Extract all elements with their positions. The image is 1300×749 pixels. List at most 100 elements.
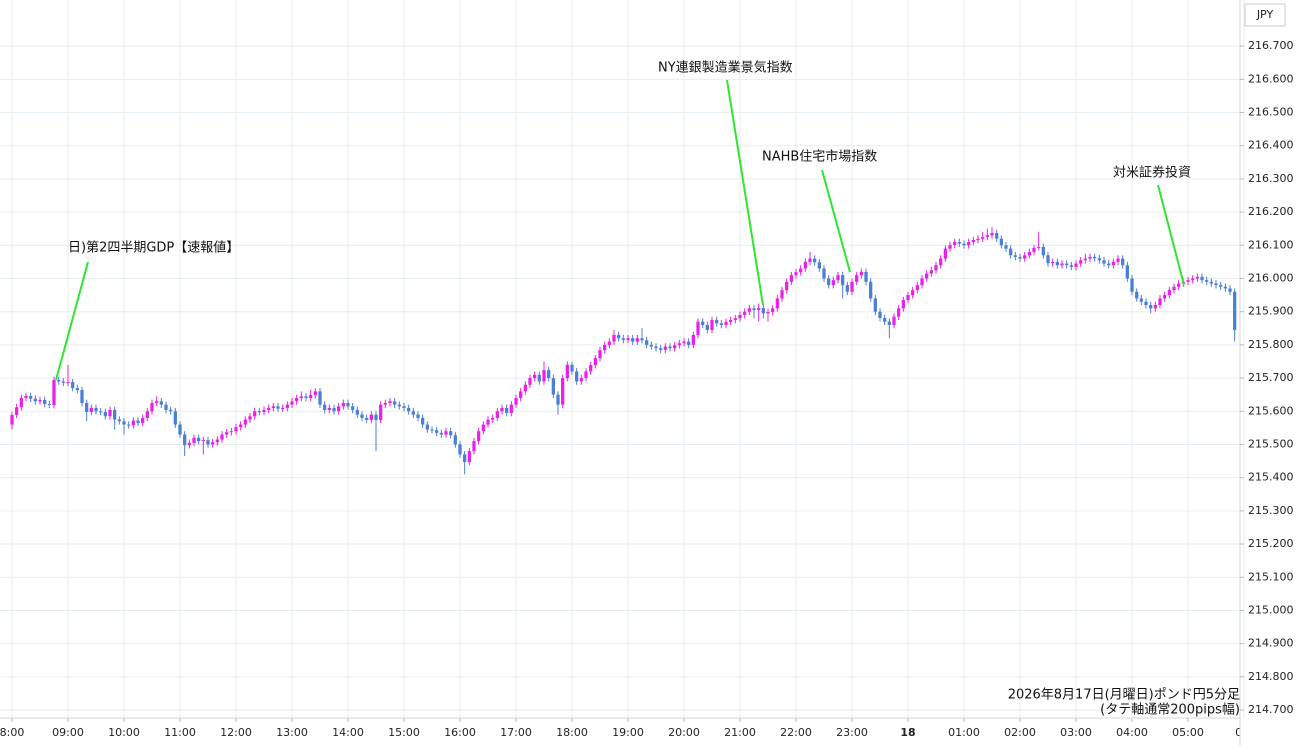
candle-body bbox=[570, 364, 574, 372]
candle-body bbox=[775, 298, 779, 309]
candle-body bbox=[1149, 305, 1153, 309]
candle-body bbox=[1027, 251, 1031, 256]
candle-body bbox=[831, 280, 835, 286]
candle-body bbox=[1060, 263, 1064, 266]
candle-body bbox=[173, 411, 177, 425]
candle-body bbox=[449, 431, 453, 436]
candle-body bbox=[715, 319, 719, 324]
y-tick-label: 216.100 bbox=[1248, 238, 1294, 251]
candle-body bbox=[1069, 265, 1073, 267]
candle-body bbox=[332, 407, 336, 412]
candle-body bbox=[654, 346, 658, 349]
candle-body bbox=[29, 396, 33, 399]
y-tick-label: 215.300 bbox=[1248, 504, 1294, 517]
candle-body bbox=[169, 409, 173, 412]
candle-body bbox=[957, 241, 961, 244]
candle-body bbox=[299, 396, 303, 399]
candle-body bbox=[556, 394, 560, 405]
y-tick-label: 214.900 bbox=[1248, 637, 1294, 650]
candle-body bbox=[192, 437, 196, 443]
candle-body bbox=[771, 308, 775, 313]
candle-body bbox=[612, 334, 616, 342]
annotation-line bbox=[821, 169, 851, 273]
y-tick-label: 215.000 bbox=[1248, 603, 1294, 616]
candle-body bbox=[729, 319, 733, 322]
x-tick-label: 16:00 bbox=[444, 726, 476, 739]
candle-body bbox=[551, 378, 555, 395]
annotation-label: 日)第2四半期GDP【速報値】 bbox=[68, 240, 239, 256]
candle-body bbox=[122, 421, 126, 425]
candle-body bbox=[593, 358, 597, 366]
candle-body bbox=[659, 348, 663, 350]
candle-body bbox=[1172, 286, 1176, 291]
candle-body bbox=[1102, 260, 1106, 264]
candle-body bbox=[701, 321, 705, 325]
candle-body bbox=[71, 382, 75, 389]
candle-body bbox=[407, 407, 411, 412]
candle-body bbox=[579, 378, 583, 382]
candle-body bbox=[421, 417, 425, 425]
candle-body bbox=[271, 406, 275, 408]
candle-body bbox=[243, 419, 247, 425]
candle-body bbox=[981, 237, 985, 239]
candle-body bbox=[463, 454, 467, 463]
candle-body bbox=[369, 414, 373, 420]
candle-body bbox=[948, 244, 952, 249]
y-tick-label: 216.600 bbox=[1248, 72, 1294, 85]
y-tick-label: 216.000 bbox=[1248, 272, 1294, 285]
y-tick-label: 215.100 bbox=[1248, 570, 1294, 583]
candle-body bbox=[103, 411, 107, 417]
candle-body bbox=[929, 270, 933, 274]
candle-body bbox=[1032, 247, 1036, 252]
candle-body bbox=[495, 411, 499, 418]
candle-body bbox=[1233, 291, 1237, 330]
candle-body bbox=[477, 431, 481, 442]
annotation-label: 対米証券投資 bbox=[1113, 165, 1191, 181]
candle-body bbox=[584, 371, 588, 379]
candle-body bbox=[1055, 261, 1059, 266]
candle-body bbox=[710, 319, 714, 330]
candle-body bbox=[1177, 283, 1181, 287]
candle-body bbox=[1093, 256, 1097, 259]
y-tick-label: 215.400 bbox=[1248, 471, 1294, 484]
candle-body bbox=[318, 391, 322, 405]
candle-body bbox=[990, 233, 994, 236]
candle-body bbox=[785, 281, 789, 291]
x-tick-label: 21:00 bbox=[724, 726, 756, 739]
candle-body bbox=[388, 401, 392, 403]
y-tick-label: 216.400 bbox=[1248, 139, 1294, 152]
candle-body bbox=[808, 258, 812, 262]
candle-body bbox=[1023, 255, 1027, 259]
candle-body bbox=[663, 346, 667, 350]
candle-body bbox=[38, 399, 42, 402]
candle-body bbox=[738, 315, 742, 319]
annotation-label: NAHB住宅市場指数 bbox=[762, 149, 877, 165]
currency-box bbox=[1244, 3, 1286, 27]
candle-body bbox=[225, 432, 229, 435]
y-tick-label: 215.700 bbox=[1248, 371, 1294, 384]
candle-body bbox=[183, 434, 187, 446]
candle-body bbox=[229, 431, 233, 433]
candle-body bbox=[267, 407, 271, 410]
candle-body bbox=[915, 285, 919, 291]
candle-body bbox=[561, 378, 565, 405]
y-tick-label: 214.800 bbox=[1248, 670, 1294, 683]
x-tick-label: 11:00 bbox=[164, 726, 196, 739]
candle-body bbox=[523, 384, 527, 392]
candle-body bbox=[733, 318, 737, 320]
candle-body bbox=[197, 437, 201, 442]
candle-body bbox=[346, 402, 350, 407]
candle-body bbox=[397, 404, 401, 407]
candle-body bbox=[631, 338, 635, 342]
candle-body bbox=[323, 404, 327, 410]
annotation-label: NY連銀製造業景気指数 bbox=[658, 60, 793, 76]
candle-body bbox=[1223, 286, 1227, 289]
candle-body bbox=[43, 399, 47, 404]
x-tick-label: 03:00 bbox=[1060, 726, 1092, 739]
annotation-line bbox=[55, 261, 89, 381]
candle-body bbox=[61, 381, 65, 383]
candle-body bbox=[206, 440, 210, 445]
candle-body bbox=[878, 311, 882, 319]
